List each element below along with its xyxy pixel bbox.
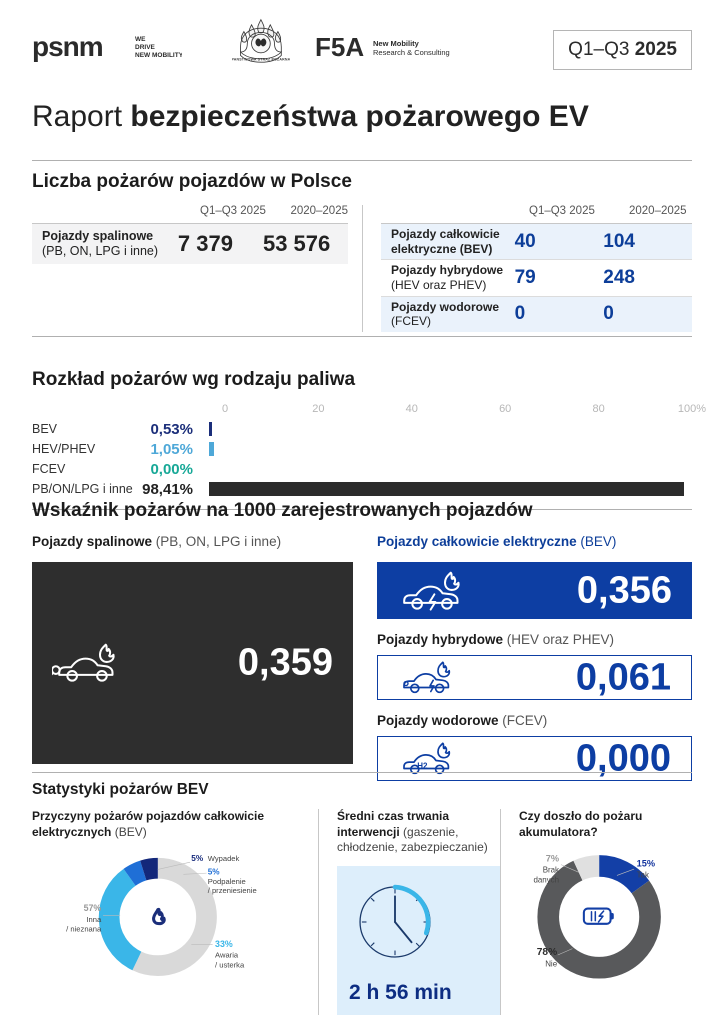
svg-text:78%: 78% — [537, 947, 557, 958]
svg-text:Brak: Brak — [543, 865, 559, 874]
svg-text:NEW MOBILITY!: NEW MOBILITY! — [135, 52, 182, 59]
svg-text:57%: 57% — [84, 903, 102, 913]
svg-text:Wypadek: Wypadek — [208, 854, 240, 863]
svg-text:15%: 15% — [637, 859, 655, 869]
svg-text:Tak: Tak — [637, 871, 649, 880]
svg-text:Nie: Nie — [545, 960, 557, 969]
svg-text:7%: 7% — [546, 854, 559, 864]
svg-text:/ usterka: / usterka — [215, 961, 245, 970]
svg-text:psnm: psnm — [32, 31, 103, 62]
svg-text:New Mobility: New Mobility — [373, 39, 420, 48]
svg-text:Podpalenie: Podpalenie — [208, 877, 246, 886]
svg-text:Awaria: Awaria — [215, 951, 239, 960]
svg-text:F5A: F5A — [315, 34, 364, 62]
svg-text:PANSTWOWA STRAZ POZARNA: PANSTWOWA STRAZ POZARNA — [232, 58, 290, 62]
svg-text:Research & Consulting: Research & Consulting — [373, 48, 450, 57]
svg-text:5%: 5% — [191, 854, 204, 863]
svg-text:H2: H2 — [417, 761, 428, 770]
svg-text:Inna: Inna — [86, 915, 102, 924]
svg-text:5%: 5% — [208, 868, 221, 877]
svg-text:33%: 33% — [215, 939, 233, 949]
svg-text:/ przeniesienie: / przeniesienie — [208, 886, 257, 895]
svg-text:/ nieznana: / nieznana — [66, 925, 102, 934]
svg-text:DRIVE: DRIVE — [135, 44, 156, 51]
svg-text:WE: WE — [135, 36, 146, 43]
svg-text:danych: danych — [533, 876, 559, 885]
